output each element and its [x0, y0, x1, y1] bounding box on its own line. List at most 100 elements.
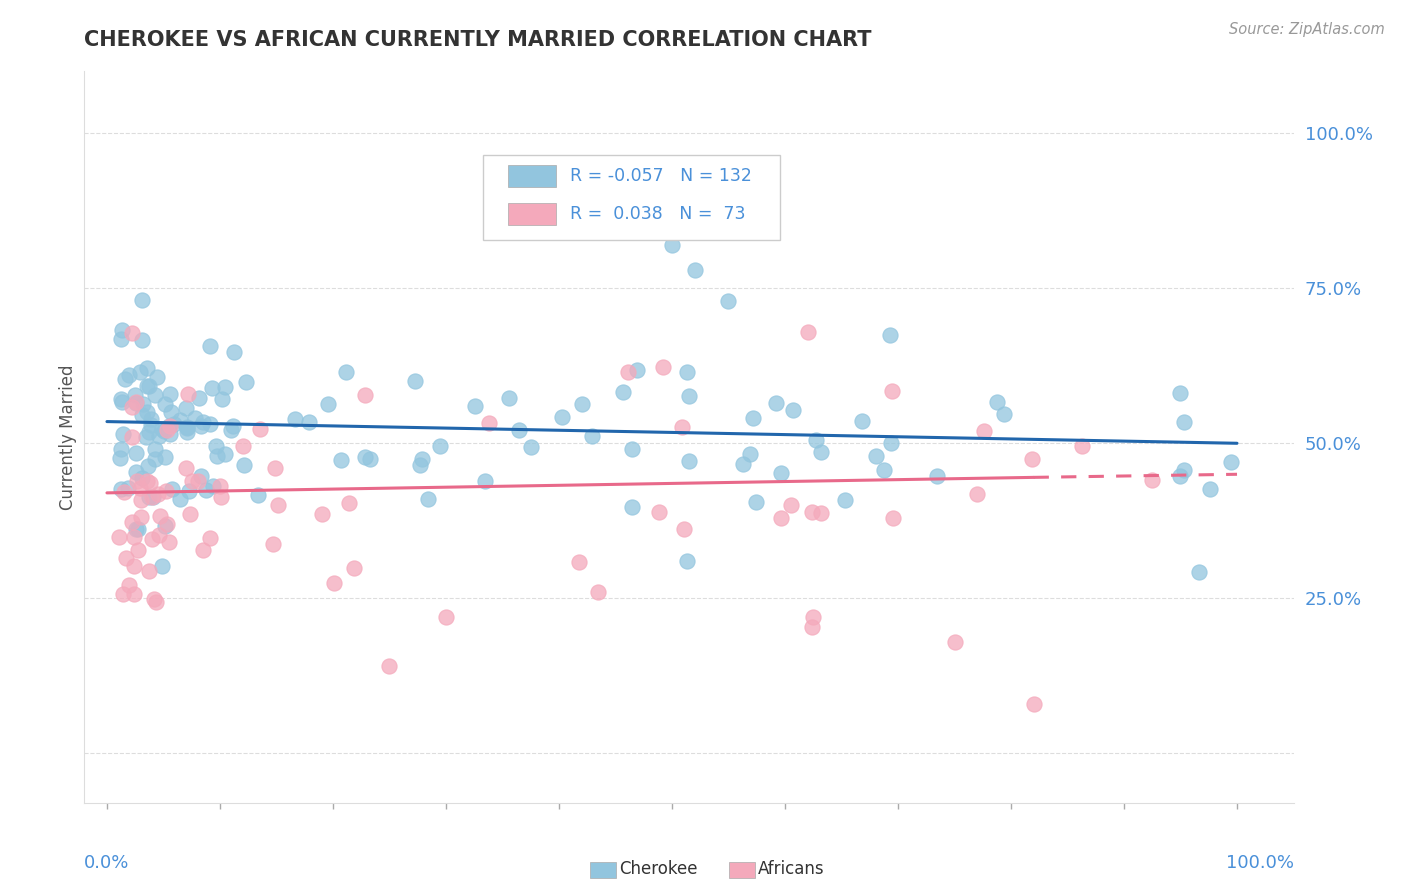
Point — [174, 460, 197, 475]
Point — [193, 415, 215, 429]
Point — [125, 445, 148, 459]
Point — [107, 530, 129, 544]
Point — [780, 499, 803, 513]
Point — [1220, 455, 1243, 469]
Point — [800, 620, 823, 634]
Point — [882, 510, 904, 524]
Point — [122, 559, 145, 574]
Point — [617, 365, 640, 379]
Point — [266, 498, 288, 512]
Point — [810, 506, 832, 520]
Point — [141, 412, 163, 426]
Point — [121, 430, 143, 444]
Point — [214, 380, 236, 394]
Text: CHEROKEE VS AFRICAN CURRENTLY MARRIED CORRELATION CHART: CHEROKEE VS AFRICAN CURRENTLY MARRIED CO… — [84, 30, 872, 50]
Point — [118, 578, 141, 592]
Point — [125, 465, 148, 479]
Point — [143, 452, 166, 467]
Point — [136, 360, 159, 375]
Text: Africans: Africans — [758, 861, 824, 879]
Point — [221, 419, 243, 434]
Point — [131, 470, 153, 484]
Point — [129, 509, 152, 524]
Text: R = -0.057   N = 132: R = -0.057 N = 132 — [571, 167, 752, 185]
Point — [323, 576, 346, 591]
Point — [717, 293, 740, 308]
Point — [1173, 415, 1195, 429]
Point — [111, 427, 134, 442]
Point — [550, 409, 572, 424]
Point — [110, 442, 132, 457]
Point — [176, 425, 198, 440]
Point — [190, 419, 212, 434]
Point — [262, 537, 284, 551]
Point — [204, 439, 226, 453]
Point — [135, 430, 157, 444]
Point — [179, 484, 201, 499]
Point — [156, 423, 179, 437]
Point — [180, 475, 202, 489]
Point — [249, 422, 271, 436]
Point — [803, 610, 825, 624]
Point — [110, 482, 132, 496]
Point — [284, 411, 307, 425]
Point — [678, 389, 700, 403]
Point — [146, 487, 169, 501]
Point — [121, 516, 143, 530]
Point — [153, 424, 176, 438]
Point — [247, 488, 270, 502]
Point — [131, 333, 153, 347]
Point — [118, 368, 141, 383]
Point — [298, 415, 321, 429]
Point — [337, 496, 360, 510]
Point — [571, 397, 593, 411]
Point — [148, 528, 170, 542]
Point — [138, 490, 160, 504]
Point — [880, 384, 903, 398]
Point — [176, 420, 198, 434]
Point — [131, 293, 153, 307]
Point — [520, 440, 543, 454]
Point — [652, 359, 675, 374]
Point — [986, 395, 1008, 409]
Point — [683, 262, 706, 277]
Point — [143, 388, 166, 402]
Point — [111, 323, 134, 337]
Point — [169, 492, 191, 507]
Point — [159, 386, 181, 401]
Point — [993, 407, 1015, 421]
Point — [586, 585, 609, 599]
Point — [354, 450, 377, 465]
Point — [745, 495, 768, 509]
Point — [943, 634, 966, 648]
Point — [160, 483, 183, 497]
Text: R =  0.038   N =  73: R = 0.038 N = 73 — [571, 205, 747, 223]
Point — [143, 592, 166, 607]
Point — [139, 476, 162, 491]
Point — [160, 405, 183, 419]
Point — [177, 386, 200, 401]
Point — [429, 438, 451, 452]
Point — [1199, 482, 1222, 496]
Point — [198, 417, 221, 432]
Point — [184, 410, 207, 425]
Point — [782, 403, 804, 417]
Point — [418, 491, 440, 506]
Point — [157, 535, 180, 549]
Point — [110, 451, 132, 466]
Point — [141, 490, 163, 504]
Point — [131, 492, 153, 507]
Point — [478, 416, 501, 430]
Point — [138, 425, 160, 439]
Point — [122, 587, 145, 601]
Point — [354, 388, 377, 402]
Point — [136, 405, 159, 419]
Point — [834, 493, 856, 508]
Point — [176, 421, 198, 435]
Point — [464, 399, 486, 413]
Point — [925, 469, 948, 483]
Point — [873, 463, 896, 477]
Point — [661, 238, 683, 252]
Point — [879, 435, 901, 450]
Point — [136, 475, 159, 489]
